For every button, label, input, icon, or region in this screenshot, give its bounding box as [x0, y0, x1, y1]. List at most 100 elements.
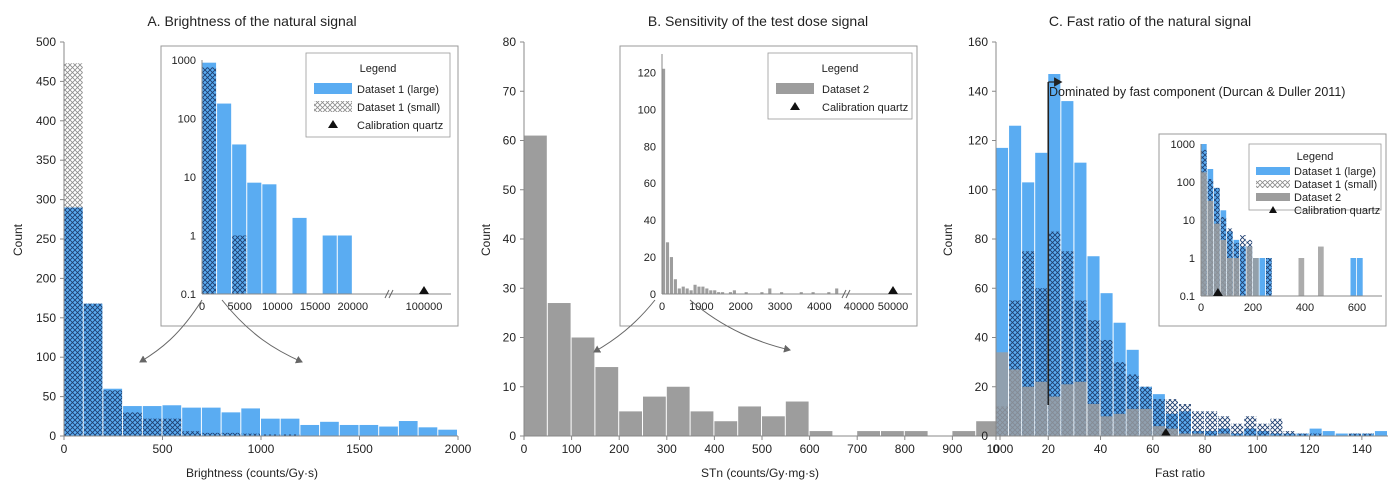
- inset-bar-dataset2: [665, 242, 670, 294]
- bar-large: [339, 424, 359, 436]
- x-tick-label: 500: [752, 442, 772, 456]
- inset-bar-small: [202, 67, 217, 294]
- inset-bar-dataset2: [705, 288, 709, 294]
- inset-bar-dataset2: [827, 292, 831, 294]
- inset-bar-dataset2: [701, 286, 705, 294]
- y-tick-label: 250: [36, 232, 56, 246]
- inset-y-tick-label: 10: [184, 172, 196, 184]
- inset-x-tick-label: 200: [1244, 302, 1262, 314]
- bar-dataset2: [1218, 433, 1231, 436]
- inset-y-tick-label: 0.1: [1180, 291, 1195, 303]
- bar-large: [182, 407, 201, 436]
- inset-y-tick-label: 1: [190, 231, 196, 243]
- bar-overlap: [64, 207, 83, 436]
- bar-dataset2: [666, 386, 690, 436]
- bar-dataset2: [738, 406, 761, 436]
- y-tick-label: 120: [968, 134, 988, 148]
- bar-overlap: [103, 390, 123, 436]
- inset-y-tick-label: 60: [644, 178, 656, 190]
- bar-small: [1270, 418, 1283, 436]
- inset-x-tick-label: 4000: [807, 301, 831, 313]
- inset-x-tick-label: 10000: [262, 301, 293, 313]
- zoom-arrow-right: [689, 299, 791, 353]
- inset-y-tick-label: 10: [1183, 215, 1195, 227]
- bar-dataset2: [785, 401, 809, 436]
- x-tick-label: 0: [993, 442, 1000, 456]
- bar-dataset2: [1139, 408, 1152, 436]
- inset-y-tick-label: 0: [650, 289, 656, 301]
- bar-overlap: [261, 434, 280, 436]
- bar-overlap: [162, 418, 182, 436]
- y-tick-label: 60: [975, 281, 989, 295]
- zoom-arrow-left: [139, 299, 203, 363]
- bar-large: [1335, 433, 1348, 436]
- bar-small: [1244, 416, 1257, 436]
- inset-bar-dataset2: [1214, 223, 1220, 296]
- panel-b-title: B. Sensitivity of the test dose signal: [648, 13, 868, 29]
- panel-a: A. Brightness of the natural signal 0 500…: [11, 13, 472, 480]
- triangle-marker-icon: [790, 102, 800, 110]
- x-tick-label: 500: [152, 442, 172, 456]
- zoom-arrow-right: [221, 299, 303, 364]
- bar-small: [1178, 403, 1191, 436]
- y-tick-label: 400: [36, 114, 56, 128]
- bar-small: [1309, 433, 1322, 436]
- x-tick-label: 60: [1146, 442, 1160, 456]
- x-tick-label: 100: [1247, 442, 1267, 456]
- x-tick-label: 1000: [987, 442, 1014, 456]
- bar-overlap: [280, 434, 300, 436]
- bar-large: [261, 418, 280, 436]
- inset-bar-dataset2: [697, 286, 701, 294]
- inset-bar-dataset2: [835, 288, 839, 294]
- bar-overlap: [182, 431, 201, 436]
- inset-y-tick-label: 0.1: [181, 289, 196, 301]
- panel-c-inset: 1000 100 10 1 0.10 200 400 600 Legend Dataset 1…: [1158, 133, 1387, 327]
- legend-entry: Dataset 1 (large): [1294, 166, 1376, 178]
- bar-dataset2: [524, 135, 547, 436]
- bar-dataset2: [571, 337, 595, 436]
- bar-small: [1257, 423, 1270, 436]
- y-tick-label: 350: [36, 153, 56, 167]
- inset-bar-large: [292, 217, 307, 294]
- x-tick-label: 140: [1352, 442, 1372, 456]
- bar-large: [1309, 428, 1322, 436]
- bar-small: [1231, 423, 1244, 436]
- inset-bar-dataset2: [689, 290, 693, 294]
- bar-dataset2: [1022, 386, 1035, 436]
- inset-bar-dataset2: [677, 288, 681, 294]
- inset-x-tick-label: 50000: [878, 301, 909, 313]
- bar-dataset2: [1192, 433, 1205, 436]
- inset-bar-dataset2: [760, 292, 764, 294]
- bar-small: [1192, 411, 1205, 436]
- inset-x-tick-label: 0: [659, 301, 665, 313]
- inset-x-tick-label: 3000: [768, 301, 792, 313]
- calibration-marker: [888, 286, 898, 294]
- bar-dataset2: [1152, 426, 1165, 436]
- inset-bar-large: [1259, 258, 1266, 296]
- bar-large: [241, 408, 260, 436]
- x-tick-label: 1500: [346, 442, 373, 456]
- legend-entry: Dataset 2: [822, 84, 869, 96]
- panel-c-bars: [996, 74, 1387, 436]
- panel-a-legend: Legend Dataset 1 (large) Dataset 1 (smal…: [305, 52, 451, 138]
- y-tick-label: 450: [36, 74, 56, 88]
- panel-c-ylabel: Count: [941, 223, 955, 256]
- bar-dataset2: [1100, 416, 1113, 436]
- inset-bar-dataset2: [669, 257, 674, 294]
- inset-bar-dataset2: [732, 290, 736, 294]
- inset-bar-dataset2: [1298, 258, 1305, 296]
- inset-y-tick-label: 40: [644, 215, 656, 227]
- inset-bar-dataset2: [673, 279, 677, 294]
- bar-dataset2: [643, 396, 666, 436]
- y-tick-label: 50: [503, 183, 517, 197]
- bar-dataset2: [1178, 433, 1191, 436]
- bar-large: [1374, 431, 1387, 436]
- inset-y-tick-label: 100: [178, 114, 196, 126]
- inset-bar-small: [232, 235, 247, 294]
- inset-bar-dataset2: [681, 286, 685, 294]
- y-tick-label: 0: [509, 429, 516, 443]
- inset-x-tick-label: 20000: [338, 301, 369, 313]
- y-tick-label: 80: [503, 35, 517, 49]
- bar-dataset2: [904, 431, 928, 436]
- panel-a-title: A. Brightness of the natural signal: [147, 13, 356, 29]
